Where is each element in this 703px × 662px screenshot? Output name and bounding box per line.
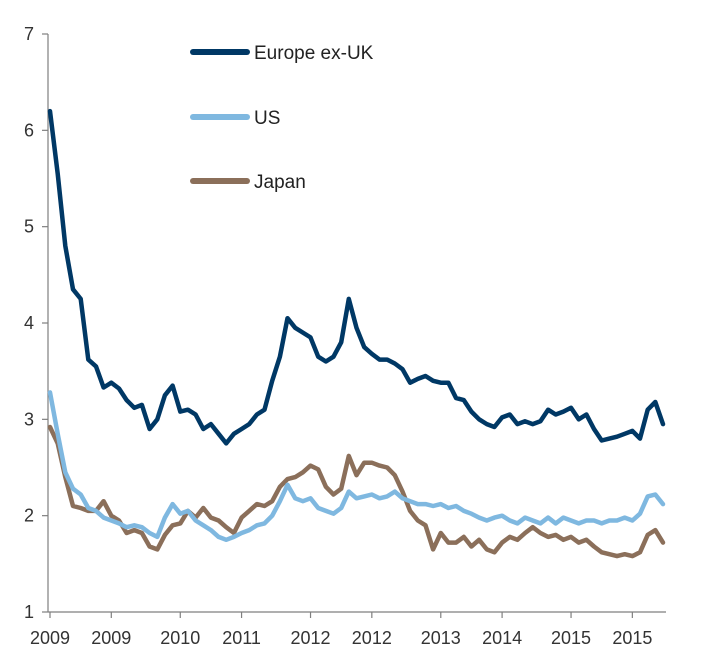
legend-item-japan: Japan: [190, 172, 306, 193]
x-tick-label: 2012: [291, 628, 331, 648]
legend-item-europe-ex-uk: Europe ex-UK: [190, 43, 374, 64]
legend-label: US: [254, 108, 280, 129]
y-tick-label: 2: [24, 506, 34, 526]
x-tick-label: 2014: [482, 628, 522, 648]
y-tick-label: 3: [24, 409, 34, 429]
y-tick-label: 5: [24, 217, 34, 237]
legend: Europe ex-UK US Japan: [190, 43, 374, 193]
x-tick-label: 2015: [551, 628, 591, 648]
legend-label: Japan: [254, 172, 306, 193]
x-tick-label: 2011: [222, 628, 261, 648]
series-line-europe-ex-uk: [47, 108, 666, 446]
x-tick-label: 2015: [612, 628, 652, 648]
axes: 1 2 3 4 5 6 7 2009 2009 2010 2011 2012 2012 2013 2014 2…: [24, 24, 666, 648]
x-tick-label: 2012: [352, 628, 392, 648]
y-tick-label: 7: [24, 24, 34, 44]
y-tick-label: 6: [24, 120, 34, 140]
x-tick-label: 2010: [160, 628, 200, 648]
series-layer: [47, 108, 666, 559]
series-line-us: [47, 390, 666, 543]
x-tick-label: 2009: [30, 628, 70, 648]
series-line-japan: [47, 424, 666, 559]
y-tick-label: 4: [24, 313, 34, 333]
legend-item-us: US: [190, 108, 280, 129]
x-tick-label: 2013: [421, 628, 461, 648]
legend-label: Europe ex-UK: [254, 43, 374, 64]
x-tick-label: 2009: [91, 628, 131, 648]
y-tick-label: 1: [24, 602, 34, 622]
